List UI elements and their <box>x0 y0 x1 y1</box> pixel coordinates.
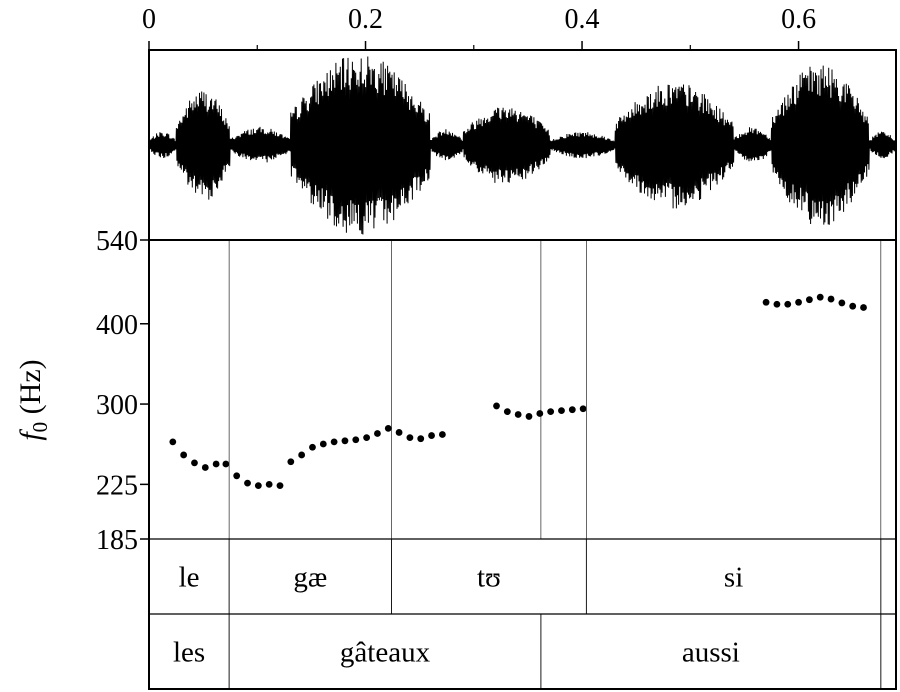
x-axis-top: 0 0.2 0.4 0.6 <box>142 4 896 51</box>
y-axis-label-unit: (Hz) <box>14 359 47 421</box>
pitch-point <box>547 408 555 416</box>
pitch-point <box>536 410 544 417</box>
pitch-point <box>309 443 316 451</box>
y-axis-label-subscript: 0 <box>28 422 52 433</box>
phone-tier-label: le <box>179 562 200 594</box>
pitch-panel <box>228 240 882 539</box>
x-tick-label: 0.2 <box>348 4 383 35</box>
pitch-point <box>805 296 813 304</box>
pitch-point <box>180 451 188 459</box>
word-tier-label: gâteaux <box>340 637 431 669</box>
chart-frame <box>148 49 897 690</box>
pitch-point <box>417 435 425 443</box>
pitch-point <box>838 299 846 307</box>
pitch-point <box>762 298 770 306</box>
x-tick-label: 0 <box>142 4 156 35</box>
word-tier-label: aussi <box>682 637 740 669</box>
waveform-panel <box>149 56 896 235</box>
pitch-point <box>384 424 392 432</box>
pitch-point <box>438 431 446 438</box>
pitch-point <box>503 408 511 416</box>
pitch-point <box>558 407 565 415</box>
pitch-points <box>169 293 867 490</box>
y-tick-label: 540 <box>96 226 138 257</box>
pitch-point <box>352 436 360 444</box>
y-tick-label: 185 <box>96 525 138 556</box>
pitch-point <box>298 451 306 459</box>
pitch-point <box>319 440 327 448</box>
pitch-point <box>374 430 381 437</box>
pitch-point <box>514 411 522 418</box>
pitch-point <box>201 464 209 471</box>
pitch-point <box>816 293 824 301</box>
pitch-point <box>265 480 273 488</box>
pitch-point <box>849 302 857 310</box>
phone-tier-label: gæ <box>293 562 327 594</box>
pitch-point <box>493 402 500 410</box>
x-tick-label: 0.6 <box>781 4 816 35</box>
x-tick-label: 0.4 <box>565 4 600 35</box>
pitch-point <box>212 460 220 468</box>
phone-tier-label: tʊ <box>477 562 501 594</box>
pitch-point <box>827 295 835 303</box>
y-axis-label: f0 (Hz) <box>14 359 52 440</box>
phone-tier-label: si <box>724 562 743 594</box>
y-tick-label: 400 <box>96 310 138 341</box>
pitch-point <box>773 300 781 308</box>
y-axis: 540 400 300 225 185 <box>96 226 149 556</box>
y-tick-label: 225 <box>96 470 138 501</box>
pitch-point <box>525 413 533 420</box>
pitch-point <box>341 437 349 445</box>
pitch-point <box>795 298 802 306</box>
pitch-point <box>244 479 251 487</box>
waveform-trace <box>149 56 896 235</box>
y-tick-label: 300 <box>96 390 138 421</box>
pitch-point <box>568 406 576 414</box>
pitch-point <box>428 432 435 439</box>
pitch-point <box>287 458 295 466</box>
outer-frame <box>148 49 897 690</box>
pitch-point <box>169 438 177 446</box>
pitch-point <box>860 304 867 311</box>
pitch-point <box>784 300 792 308</box>
pitch-point <box>330 438 338 446</box>
pitch-point <box>363 434 371 442</box>
pitch-point <box>222 460 230 468</box>
pitch-point <box>406 434 414 442</box>
pitch-point <box>191 459 198 467</box>
pitch-point <box>254 482 262 490</box>
pitch-point <box>579 405 587 413</box>
word-tier-label: les <box>173 637 205 669</box>
pitch-point <box>395 429 403 436</box>
annotation-tiers: le gæ tʊ si les gâteaux aussi <box>173 539 882 689</box>
pitch-point <box>276 482 284 490</box>
pitch-point <box>233 472 241 480</box>
